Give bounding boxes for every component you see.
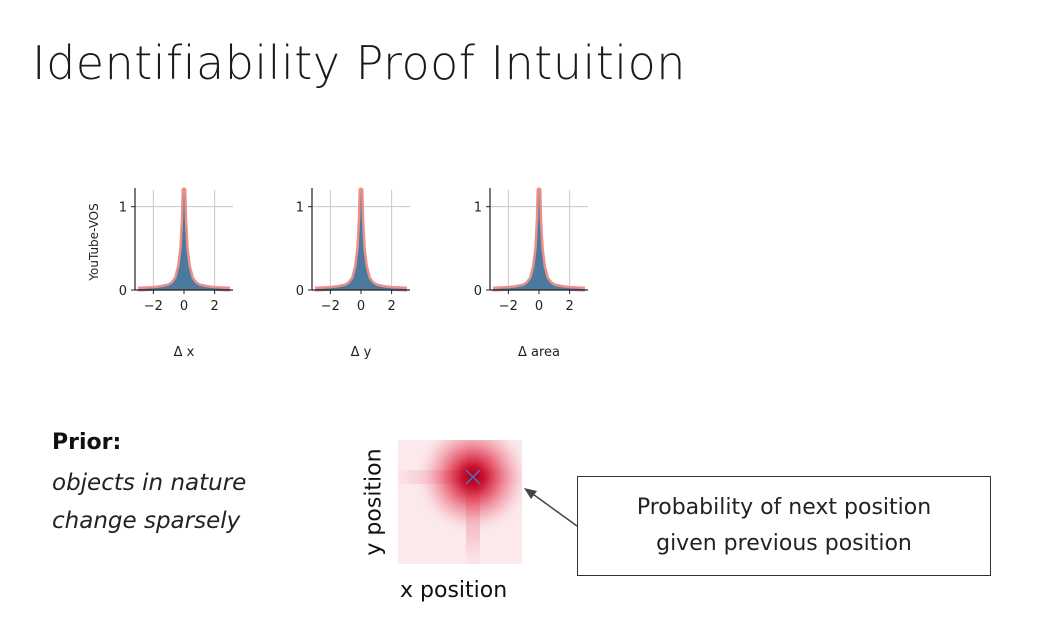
x-axis-label: Δ y <box>351 345 372 360</box>
x-tick-label: 2 <box>387 299 395 314</box>
callout-box: Probability of next position given previ… <box>577 476 991 576</box>
position-heatmap <box>398 440 522 564</box>
prior-line-1: objects in nature <box>52 470 247 496</box>
distribution-charts: −2 0 2 0 1 Δ x YouTube-VOS −2 0 2 0 1 Δ y −2 0 2 0 1 Δ are… <box>87 187 588 360</box>
x-tick-label: 0 <box>357 299 365 314</box>
prior-description: objects in nature change sparsely <box>52 464 246 540</box>
y-axis-label: YouTube-VOS <box>87 203 101 281</box>
heatmap-y-axis-label: y position <box>361 448 387 556</box>
x-tick-label: −2 <box>144 299 163 314</box>
histogram-area <box>315 190 407 290</box>
y-tick-label: 1 <box>296 201 304 216</box>
histogram-area <box>493 190 585 290</box>
panel-delta-y: −2 0 2 0 1 Δ y <box>296 187 410 360</box>
x-tick-label: 2 <box>565 299 573 314</box>
x-axis-label: Δ area <box>518 345 560 360</box>
callout-line-1: Probability of next position <box>636 495 932 520</box>
y-tick-label: 0 <box>474 284 482 299</box>
y-tick-label: 1 <box>474 201 482 216</box>
panel-delta-area: −2 0 2 0 1 Δ area <box>474 187 588 360</box>
y-tick-label: 0 <box>119 284 127 299</box>
x-tick-label: −2 <box>499 299 518 314</box>
heatmap-x-axis-label: x position <box>400 578 508 603</box>
x-axis-label: Δ x <box>174 345 195 360</box>
panel-delta-x: −2 0 2 0 1 Δ x YouTube-VOS <box>87 187 233 360</box>
callout-line-2: given previous position <box>656 531 912 556</box>
x-tick-label: 0 <box>180 299 188 314</box>
histogram-area <box>138 190 230 290</box>
prior-heading: Prior: <box>52 430 122 455</box>
prior-line-2: change sparsely <box>52 508 241 534</box>
slide-title: Identifiability Proof Intuition <box>32 36 686 90</box>
x-tick-label: 2 <box>210 299 218 314</box>
y-tick-label: 0 <box>296 284 304 299</box>
x-tick-label: 0 <box>535 299 543 314</box>
x-tick-label: −2 <box>321 299 340 314</box>
y-tick-label: 1 <box>119 201 127 216</box>
